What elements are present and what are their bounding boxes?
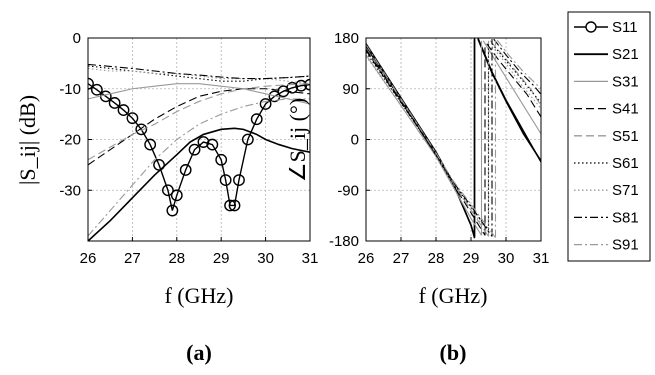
- series-line-s81: [366, 38, 541, 237]
- legend-item-s51: S51: [574, 128, 639, 145]
- x-tick-label: 29: [213, 250, 230, 267]
- marker-s11: [286, 81, 299, 94]
- marker-s11: [117, 104, 130, 116]
- marker-s11: [162, 184, 174, 197]
- marker-s11: [126, 112, 139, 125]
- legend-label: S41: [612, 101, 639, 118]
- x-tick-label: 28: [168, 250, 185, 267]
- marker-s11: [250, 113, 263, 126]
- marker-s11: [206, 138, 219, 151]
- legend-label: S71: [612, 182, 639, 199]
- legend-label: S61: [612, 155, 639, 172]
- panel-b-series: [366, 38, 541, 239]
- panel-a-series: [88, 63, 310, 241]
- series-line-s31: [366, 40, 541, 236]
- marker-s11: [259, 98, 272, 110]
- y-tick-label: -90: [337, 182, 359, 199]
- legend-item-s61: S61: [574, 155, 639, 172]
- marker-s11: [144, 138, 157, 151]
- legend-item-s71: S71: [574, 182, 639, 199]
- legend-items: S11 S21 S31 S41 S51 S61 S71 S81 S91: [574, 19, 639, 254]
- series-line-s21: [88, 127, 310, 241]
- legend-label: S11: [612, 19, 638, 36]
- panel-b-caption: (b): [440, 340, 467, 365]
- x-tick-label: 30: [498, 250, 515, 267]
- marker-s11: [188, 143, 201, 156]
- x-tick-label: 30: [257, 250, 274, 267]
- marker-s11: [179, 164, 192, 176]
- y-tick-label: 180: [334, 30, 359, 47]
- legend-item-s41: S41: [574, 101, 639, 118]
- y-tick-label: -30: [59, 182, 81, 199]
- series-line-s71: [88, 67, 310, 85]
- series-line-s71: [366, 46, 541, 233]
- legend: S11 S21 S31 S41 S51 S61 S71 S81 S91: [567, 11, 651, 262]
- series-line-s31: [88, 83, 310, 105]
- series-line-s81: [88, 63, 310, 80]
- panel-a-xlabel: f (GHz): [164, 283, 233, 308]
- x-tick-label: 27: [124, 250, 141, 267]
- series-line-s91: [88, 98, 310, 237]
- marker-s11: [170, 189, 183, 202]
- panel-a-ylabel: |S_ij| (dB): [15, 95, 40, 185]
- marker-s11: [108, 97, 121, 109]
- panel-b-plot: 26 27 28 29 30 31 180 90 0 -90 -180 f (GHz) ∠S_ij…: [285, 30, 549, 365]
- series-line-s91: [366, 39, 541, 238]
- panel-b-ylabel: ∠S_ij (°): [285, 98, 310, 182]
- series-line-s51: [88, 83, 310, 161]
- x-tick-label: 29: [463, 250, 480, 267]
- panel-b-y-ticks: 180 90 0 -90 -180: [329, 30, 370, 250]
- y-tick-label: 0: [351, 132, 359, 149]
- marker-s11: [233, 174, 245, 187]
- marker-s11: [166, 204, 179, 217]
- marker-s11: [224, 199, 236, 212]
- panel-a-caption: (a): [186, 340, 212, 365]
- legend-marker: [585, 21, 597, 33]
- marker-s11: [215, 153, 228, 166]
- x-tick-label: 26: [358, 250, 375, 267]
- legend-label: S31: [612, 73, 639, 90]
- legend-label: S81: [612, 209, 639, 226]
- legend-item-s31: S31: [574, 73, 639, 90]
- legend-label: S91: [612, 237, 639, 254]
- y-tick-label: -20: [59, 132, 81, 149]
- y-tick-label: -10: [59, 81, 81, 98]
- legend-item-s91: S91: [574, 237, 639, 254]
- marker-s11: [90, 83, 103, 96]
- marker-s11: [268, 90, 281, 103]
- panel-b-xlabel: f (GHz): [418, 283, 487, 308]
- panel-b-x-ticks: 26 27 28 29 30 31: [358, 237, 550, 267]
- marker-s11: [219, 174, 232, 187]
- series-line-s61: [366, 43, 541, 231]
- marker-s11: [241, 133, 254, 146]
- x-tick-label: 31: [302, 250, 319, 267]
- panel-a-y-ticks: 0 -10 -20 -30: [59, 30, 92, 199]
- series-line-s61: [88, 65, 310, 82]
- legend-label: S51: [612, 128, 639, 145]
- marker-s11: [197, 136, 210, 148]
- legend-label: S21: [612, 46, 639, 63]
- marker-s11: [295, 79, 308, 92]
- series-line-s41: [88, 88, 310, 166]
- marker-s11: [135, 123, 148, 136]
- x-tick-label: 27: [393, 250, 410, 267]
- y-tick-label: 0: [73, 30, 81, 47]
- marker-s11: [228, 199, 241, 212]
- legend-item-s81: S81: [574, 209, 639, 226]
- x-tick-label: 31: [533, 250, 550, 267]
- x-tick-label: 26: [80, 250, 97, 267]
- panel-a-plot: 26 27 28 29 30 31 0 -10 -20 -30 f (GHz) |S_ij| (…: [15, 30, 318, 365]
- legend-item-s21: S21: [574, 46, 639, 63]
- panel-a-x-ticks: 26 27 28 29 30 31: [80, 237, 319, 267]
- y-tick-label: -180: [329, 233, 359, 250]
- legend-item-s11: S11: [574, 19, 638, 36]
- x-tick-label: 28: [428, 250, 445, 267]
- y-tick-label: 90: [342, 81, 359, 98]
